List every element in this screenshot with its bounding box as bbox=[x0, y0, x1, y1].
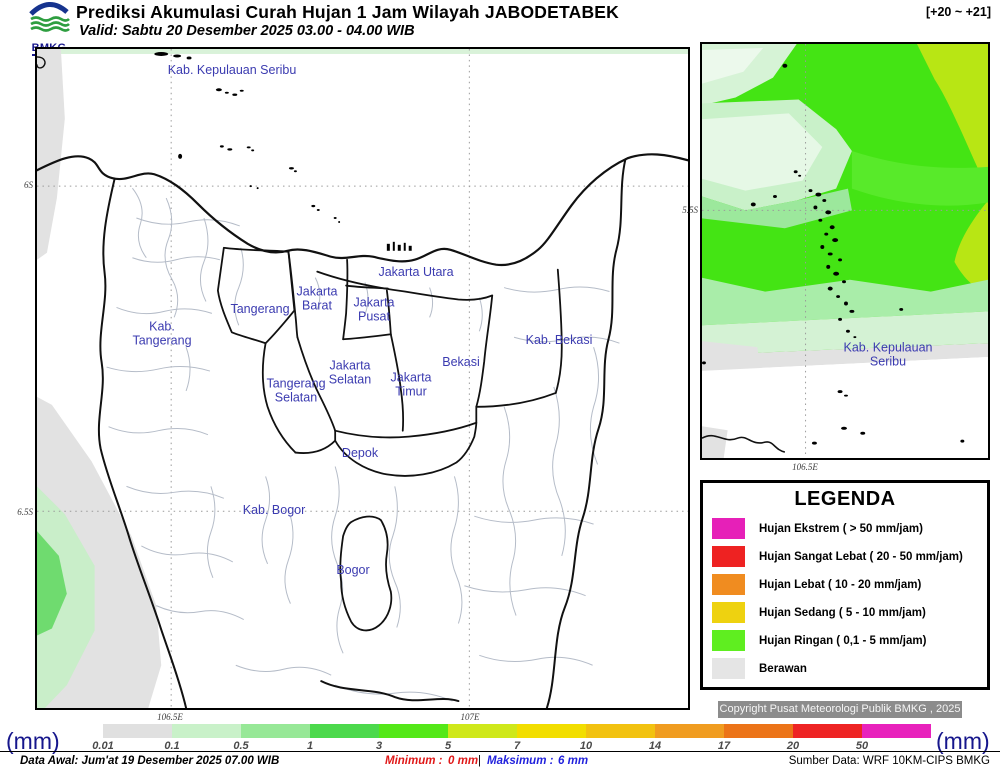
colorbar-tick: 0.1 bbox=[164, 740, 180, 752]
colorbar-segment bbox=[379, 724, 448, 738]
footer-divider bbox=[0, 751, 1000, 752]
colorbar-segment bbox=[103, 724, 172, 738]
legend-title: LEGENDA bbox=[794, 488, 896, 510]
legend-swatch bbox=[712, 602, 745, 623]
colorbar-segment bbox=[172, 724, 241, 738]
valid-time-subtitle: Valid: Sabtu 20 Desember 2025 03.00 - 04… bbox=[79, 23, 415, 39]
legend-label: Berawan bbox=[759, 662, 807, 675]
legend-item: Hujan Ekstrem ( > 50 mm/jam) bbox=[712, 518, 987, 539]
lon-tick: 106.5E bbox=[792, 462, 818, 472]
bmkg-logo: BMKG bbox=[26, 1, 72, 56]
colorbar-segment bbox=[517, 724, 586, 738]
colorbar-segment bbox=[586, 724, 655, 738]
colorbar-tick: 50 bbox=[855, 740, 869, 752]
main-map: Kab. Kepulauan Seribu Jakarta Utara Jakart… bbox=[35, 47, 690, 710]
legend-swatch bbox=[712, 574, 745, 595]
legend-swatch bbox=[712, 630, 745, 651]
colorbar-tick: 20 bbox=[786, 740, 800, 752]
colorbar-tick: 1 bbox=[306, 740, 314, 752]
sumber-data-text: Sumber Data: WRF 10KM-CIPS BMKG bbox=[788, 755, 990, 767]
legend-swatch bbox=[712, 658, 745, 679]
colorbar-segment bbox=[724, 724, 793, 738]
colorbar-tick: 17 bbox=[717, 740, 731, 752]
forecast-hour-range: [+20 ~ +21] bbox=[926, 5, 991, 19]
colorbar-tick: 0.5 bbox=[233, 740, 249, 752]
page-title: Prediksi Akumulasi Curah Hujan 1 Jam Wil… bbox=[76, 2, 619, 22]
legend-item: Hujan Sangat Lebat ( 20 - 50 mm/jam) bbox=[712, 546, 987, 567]
colorbar-tick: 5 bbox=[444, 740, 452, 752]
inset-map: Kab. Kepulauan Seribu bbox=[700, 42, 990, 460]
maksimum-value: 6 mm bbox=[558, 755, 589, 767]
port-marks bbox=[386, 241, 412, 251]
legend-label: Hujan Sangat Lebat ( 20 - 50 mm/jam) bbox=[759, 550, 963, 563]
legend-items: Hujan Ekstrem ( > 50 mm/jam) Hujan Sangat… bbox=[703, 518, 987, 679]
colorbar-segment bbox=[448, 724, 517, 738]
legend-label: Hujan Ekstrem ( > 50 mm/jam) bbox=[759, 522, 923, 535]
legend-box: LEGENDA Hujan Ekstrem ( > 50 mm/jam) Huja… bbox=[700, 480, 990, 690]
main-map-canvas bbox=[37, 49, 688, 708]
colorbar-segment bbox=[241, 724, 310, 738]
legend-item: Hujan Sedang ( 5 - 10 mm/jam) bbox=[712, 602, 987, 623]
maksimum-label: Maksimum : bbox=[487, 755, 554, 767]
colorbar-unit-left: (mm) bbox=[6, 728, 60, 754]
legend-swatch bbox=[712, 546, 745, 567]
lat-tick: 6S bbox=[24, 180, 33, 190]
minimum-value: 0 mm bbox=[448, 755, 479, 767]
colorbar-unit-right: (mm) bbox=[936, 728, 990, 754]
colorbar-segment bbox=[793, 724, 862, 738]
legend-item: Hujan Lebat ( 10 - 20 mm/jam) bbox=[712, 574, 987, 595]
legend-swatch bbox=[712, 518, 745, 539]
colorbar-ticks: 0.01 0.1 0.5 1 3 5 7 10 14 17 20 50 bbox=[92, 740, 931, 752]
graticule bbox=[702, 44, 988, 458]
legend-item: Berawan bbox=[712, 658, 987, 679]
colorbar-segment bbox=[862, 724, 931, 738]
colorbar-tick: 14 bbox=[648, 740, 662, 752]
colorbar-tick: 7 bbox=[513, 740, 521, 752]
footer-separator: | bbox=[478, 755, 481, 767]
lon-tick: 106.5E bbox=[157, 712, 183, 722]
lon-tick: 107E bbox=[460, 712, 480, 722]
graticule bbox=[37, 49, 688, 708]
legend-label: Hujan Ringan ( 0,1 - 5 mm/jam) bbox=[759, 634, 927, 647]
colorbar-tick: 3 bbox=[375, 740, 383, 752]
colorbar-segment bbox=[310, 724, 379, 738]
islands bbox=[702, 63, 965, 445]
lat-tick: 5.5S bbox=[682, 205, 698, 215]
subdistrict-boundaries bbox=[106, 187, 620, 702]
legend-item: Hujan Ringan ( 0,1 - 5 mm/jam) bbox=[712, 630, 987, 651]
data-awal-text: Data Awal: Jum'at 19 Desember 2025 07.00… bbox=[20, 755, 280, 767]
colorbar-tick: 0.01 bbox=[92, 740, 114, 752]
legend-label: Hujan Lebat ( 10 - 20 mm/jam) bbox=[759, 578, 922, 591]
inset-map-canvas bbox=[702, 44, 988, 458]
islands bbox=[154, 51, 341, 223]
colorbar-segments bbox=[103, 724, 931, 738]
colorbar-segment bbox=[655, 724, 724, 738]
minimum-label: Minimum : bbox=[385, 755, 443, 767]
colorbar-tick: 10 bbox=[579, 740, 593, 752]
lat-tick: 6.5S bbox=[17, 507, 33, 517]
copyright-bar: Copyright Pusat Meteorologi Publik BMKG … bbox=[718, 701, 962, 718]
legend-label: Hujan Sedang ( 5 - 10 mm/jam) bbox=[759, 606, 926, 619]
coastline-and-borders bbox=[37, 56, 688, 708]
bmkg-logo-icon bbox=[29, 2, 70, 32]
